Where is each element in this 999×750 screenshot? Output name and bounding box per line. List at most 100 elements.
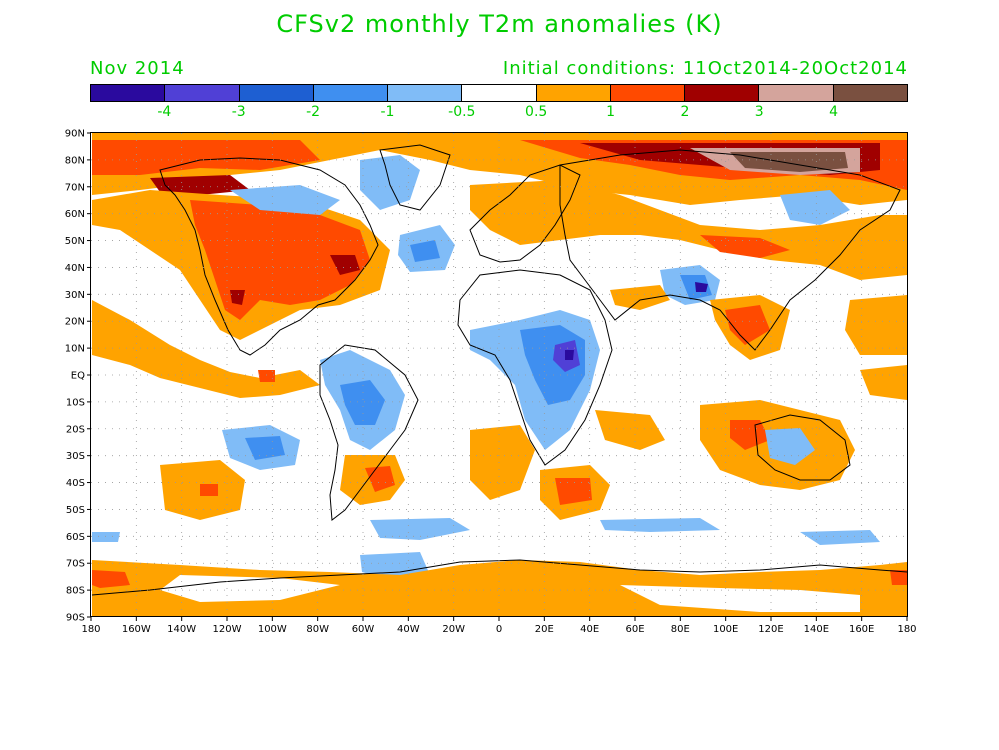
map-title: CFSv2 monthly T2m anomalies (K) <box>276 10 723 38</box>
anomaly-region <box>230 185 340 215</box>
anomaly-region <box>365 466 395 492</box>
colorbar-swatch <box>833 85 907 101</box>
anomaly-region <box>890 570 907 585</box>
latitude-label: 80N <box>65 155 85 166</box>
colorbar-swatch <box>165 85 240 101</box>
anomaly-region <box>360 155 420 210</box>
latitude-label: 90N <box>65 129 85 140</box>
latitude-label: EQ <box>71 371 85 382</box>
anomaly-region <box>340 380 385 425</box>
anomaly-region <box>370 518 470 540</box>
latitude-label: 40N <box>65 263 85 274</box>
anomaly-region <box>610 285 670 310</box>
longitude-label: 0 <box>496 624 502 635</box>
latitude-label: 50S <box>66 505 85 516</box>
longitude-label: 80E <box>671 624 690 635</box>
longitude-label: 20E <box>535 624 554 635</box>
longitude-label: 160E <box>849 624 874 635</box>
latitude-label: 20S <box>66 424 85 435</box>
longitude-label: 20W <box>442 624 465 635</box>
anomaly-region <box>92 300 320 398</box>
colorbar-labels: -4 -3 -2 -1 -0.5 0.5 1 2 3 4 <box>90 104 908 122</box>
latitude-label: 20N <box>65 317 85 328</box>
longitude-label: 140E <box>804 624 829 635</box>
colorbar-swatch <box>759 85 834 101</box>
colorbar-label: -4 <box>157 104 172 120</box>
colorbar-swatch <box>536 85 611 101</box>
anomaly-region <box>555 478 592 505</box>
latitude-label: 50N <box>65 236 85 247</box>
longitude-label: 100W <box>258 624 287 635</box>
colorbar-label: 0.5 <box>525 104 548 120</box>
anomaly-region <box>258 370 275 382</box>
colorbar-swatch <box>388 85 463 101</box>
colorbar <box>90 84 908 102</box>
anomaly-region <box>92 140 320 175</box>
coastline <box>559 149 901 351</box>
colorbar-label: -3 <box>231 104 246 120</box>
colorbar-label: 2 <box>680 104 690 120</box>
anomaly-region <box>620 585 860 612</box>
colorbar-swatch <box>610 85 686 101</box>
longitude-label: 40W <box>397 624 420 635</box>
longitude-label: 180 <box>81 624 100 635</box>
latitude-label: 80S <box>66 586 85 597</box>
anomaly-region <box>730 420 770 450</box>
colorbar-label: 1 <box>606 104 615 120</box>
anomaly-region <box>92 570 130 588</box>
anomaly-region <box>330 255 360 275</box>
coastline <box>754 414 851 481</box>
initial-conditions: Initial conditions: 11Oct2014-20Oct2014 <box>502 58 908 79</box>
anomaly-region <box>160 575 340 602</box>
anomaly-region <box>565 350 574 360</box>
anomaly-region <box>410 240 440 262</box>
coastline <box>159 157 379 356</box>
colorbar-swatch <box>91 85 166 101</box>
colorbar-label: -1 <box>380 104 395 120</box>
latitude-label: 60S <box>66 532 85 543</box>
latitude-labels: 90N 80N 70N 60N 50N 40N 30N 20N 10N EQ 10S 20S 30S 40… <box>65 129 91 624</box>
anomaly-region <box>150 175 250 195</box>
longitude-label: 120W <box>213 624 242 635</box>
anomaly-region <box>730 152 848 172</box>
colorbar-swatch <box>239 85 314 101</box>
coastline <box>457 269 613 466</box>
colorbar-swatch <box>685 85 760 101</box>
latitude-label: 40S <box>66 478 85 489</box>
anomaly-region <box>725 305 770 345</box>
latitude-label: 30S <box>66 451 85 462</box>
colorbar-swatch <box>462 85 537 101</box>
longitude-label: 40E <box>580 624 599 635</box>
anomaly-region <box>700 235 790 258</box>
latitude-label: 30N <box>65 290 85 301</box>
forecast-month: Nov 2014 <box>90 58 185 79</box>
coastline <box>379 144 451 211</box>
longitude-label: 140W <box>167 624 196 635</box>
anomaly-region <box>595 410 665 450</box>
colorbar-label: -0.5 <box>448 104 476 120</box>
longitude-label: 60W <box>352 624 375 635</box>
latitude-label: 10S <box>66 397 85 408</box>
longitude-labels: 180 160W 140W 120W 100W 80W 60W 40W 20W 0 20E 40E 60… <box>81 617 917 635</box>
anomaly-region <box>245 436 285 460</box>
longitude-label: 160W <box>122 624 151 635</box>
anomaly-shading <box>92 133 907 617</box>
latitude-label: 90S <box>66 613 85 624</box>
anomaly-region <box>780 190 850 225</box>
longitude-label: 120E <box>758 624 783 635</box>
anomaly-region <box>845 295 907 355</box>
anomaly-region <box>860 365 907 400</box>
grid <box>91 133 907 617</box>
colorbar-label: 4 <box>829 104 839 120</box>
anomaly-region <box>230 290 245 305</box>
colorbar-label: 3 <box>754 104 764 120</box>
latitude-label: 10N <box>65 344 85 355</box>
coastline <box>91 559 908 596</box>
latitude-label: 70S <box>66 559 85 570</box>
longitude-label: 60E <box>625 624 644 635</box>
anomaly-region <box>92 532 120 542</box>
anomaly-region <box>800 530 880 545</box>
colorbar-swatch <box>313 85 389 101</box>
coastline <box>319 344 419 521</box>
